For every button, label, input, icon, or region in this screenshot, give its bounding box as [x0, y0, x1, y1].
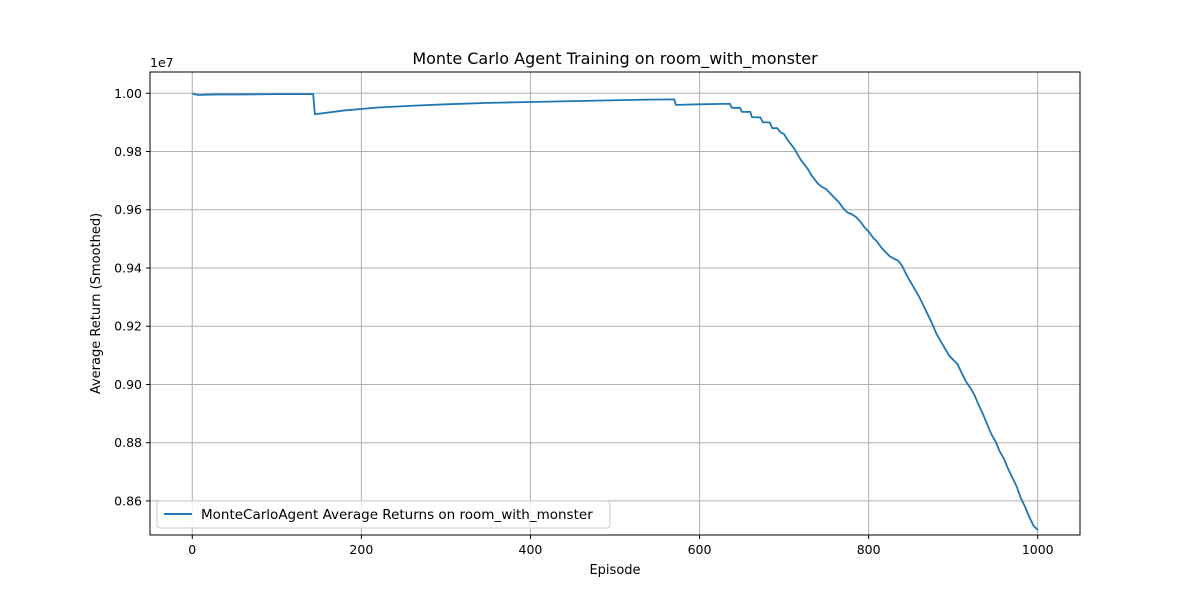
legend-box [156, 500, 611, 529]
y-tick-label: 0.86 [114, 493, 142, 508]
x-tick-label: 800 [857, 542, 881, 557]
y-tick-label: 0.98 [114, 144, 142, 159]
x-tick-label: 1000 [1022, 542, 1054, 557]
plot-area-frame [149, 71, 1081, 536]
y-tick-label: 0.94 [114, 260, 142, 275]
y-axis-label: Average Return (Smoothed) [89, 213, 104, 394]
x-axis-label: Episode [589, 563, 640, 578]
series-layer [191, 92, 1039, 531]
legend: MonteCarloAgent Average Returns on room_… [156, 500, 611, 529]
y-tick-label: 0.90 [114, 377, 142, 392]
x-tick-label: 0 [188, 542, 196, 557]
x-tick-label: 600 [688, 542, 712, 557]
grid [150, 72, 1080, 535]
y-tick-label: 0.96 [114, 202, 142, 217]
y-tick-label: 0.88 [114, 435, 142, 450]
legend-label: MonteCarloAgent Average Returns on room_… [201, 507, 593, 523]
axis-ticks: 0 200 400 600 800 1000 0.86 0.88 0.90 0.92 0.94 0.9… [114, 86, 1054, 557]
y-tick-label: 1.00 [114, 86, 142, 101]
x-tick-label: 200 [349, 542, 373, 557]
y-axis-offset-label: 1e7 [150, 55, 174, 70]
chart-title: Monte Carlo Agent Training on room_with_… [412, 49, 818, 69]
y-tick-label: 0.92 [114, 319, 142, 334]
series-line-0 [191, 92, 1039, 531]
x-tick-label: 400 [519, 542, 543, 557]
